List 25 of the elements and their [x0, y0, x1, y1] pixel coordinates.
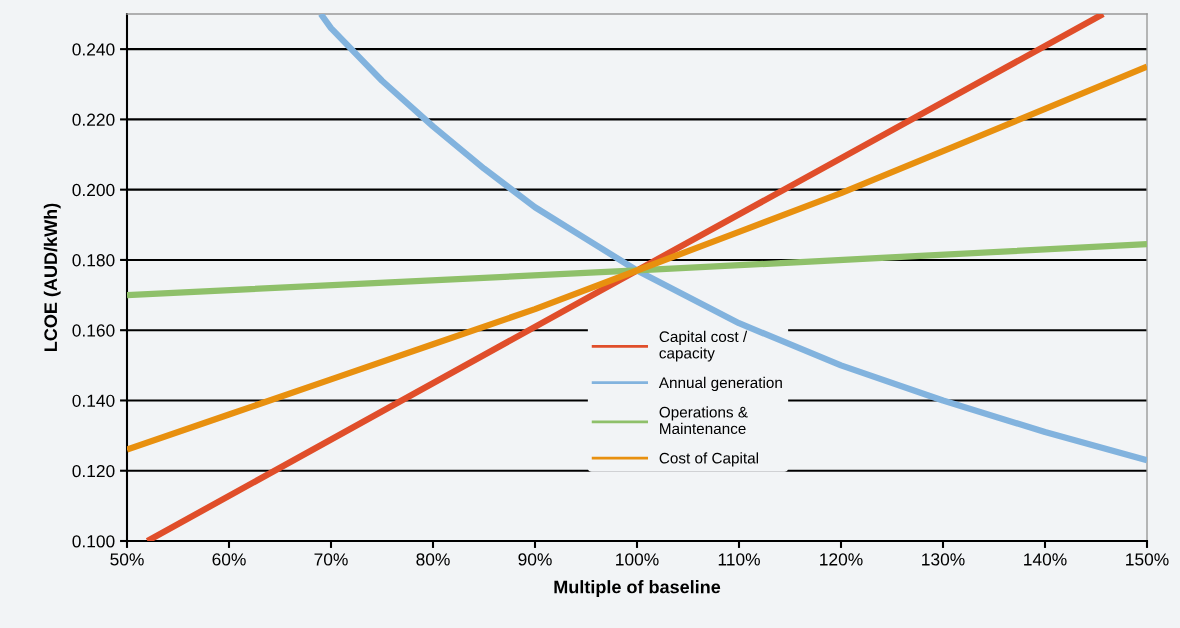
- x-tick-label: 130%: [922, 553, 965, 566]
- x-tick-label: 50%: [110, 553, 144, 566]
- y-tick-label: 0.200: [72, 183, 115, 197]
- x-axis-title: Multiple of baseline: [554, 580, 721, 597]
- x-tick-label: 80%: [416, 553, 450, 566]
- x-tick-label: 60%: [212, 553, 246, 566]
- x-tick-label: 70%: [314, 553, 348, 566]
- y-tick-label: 0.100: [72, 535, 115, 548]
- y-tick-label: 0.240: [72, 43, 115, 56]
- x-tick-label: 100%: [616, 553, 659, 566]
- legend-label: Annual generation: [658, 376, 782, 392]
- y-tick-label: 0.180: [72, 254, 115, 267]
- x-tick-label: 120%: [820, 553, 863, 566]
- x-tick-label: 90%: [518, 553, 552, 566]
- y-tick-label: 0.160: [72, 324, 115, 337]
- x-tick-label: 150%: [1126, 553, 1169, 566]
- y-tick-label: 0.120: [72, 464, 115, 478]
- legend-label: Operations & Maintenance: [659, 406, 748, 435]
- legend-label: Cost of Capital: [659, 452, 759, 467]
- y-tick-label: 0.140: [72, 394, 115, 407]
- x-tick-label: 140%: [1024, 553, 1067, 566]
- x-tick-label: 110%: [718, 553, 760, 566]
- y-axis-title: LCOE (AUD/kWh): [43, 203, 61, 352]
- legend-label: Capital cost / capacity: [659, 330, 748, 362]
- y-tick-label: 0.220: [72, 113, 115, 126]
